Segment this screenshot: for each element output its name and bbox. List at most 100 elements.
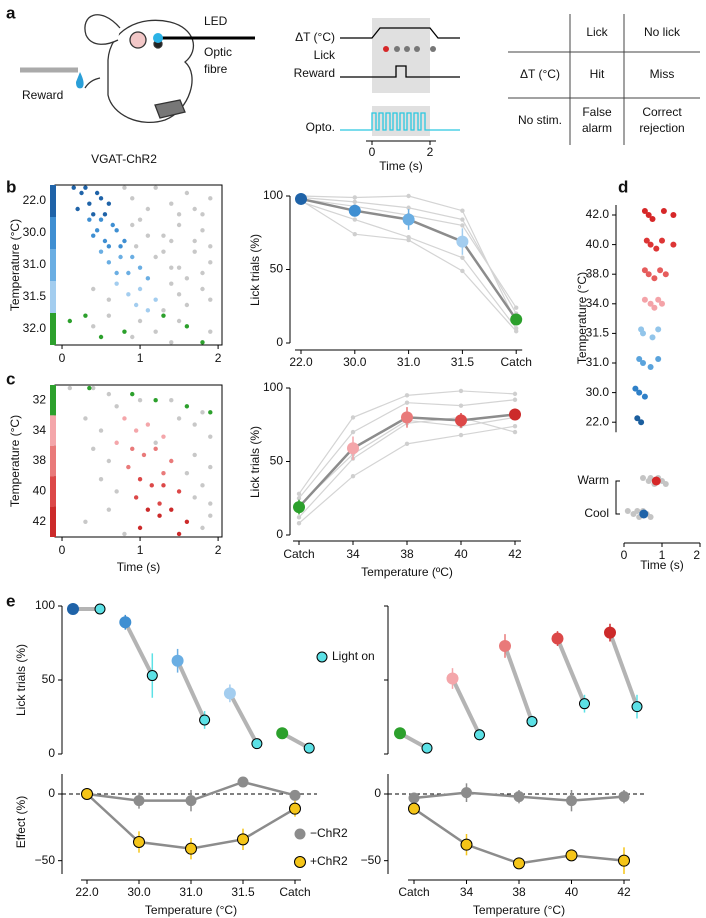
- label: Reward: [294, 66, 335, 80]
- light-on-point: [579, 698, 590, 710]
- lick-dot: [91, 324, 96, 329]
- y-tick-label: 32.0: [23, 321, 47, 335]
- lick-dot: [200, 212, 205, 217]
- x-tick-label: 42: [508, 547, 522, 561]
- individual-point: [512, 424, 518, 429]
- tick-label: 0: [369, 145, 376, 159]
- label: Reward: [22, 88, 63, 102]
- y-axis-label: Effect (%): [14, 796, 28, 848]
- light-off-point: [446, 672, 459, 685]
- lick-dot: [161, 434, 166, 439]
- lick-latency: [670, 241, 677, 248]
- lick-dot: [133, 428, 139, 433]
- x-tick-label: 1: [137, 351, 144, 365]
- lick-dot: [83, 416, 88, 421]
- individual-point: [296, 491, 302, 497]
- x-tick-label: Catch: [501, 355, 532, 369]
- x-tick-label: 2: [693, 548, 700, 562]
- lick-dot: [114, 489, 119, 494]
- y-tick-label: −50: [361, 853, 382, 867]
- lick-dot: [91, 212, 96, 217]
- lick-latency: [647, 300, 654, 307]
- lick-dot: [157, 501, 162, 506]
- mean-point: [402, 213, 415, 226]
- lick-dot: [161, 233, 166, 238]
- y-tick-label: 100: [263, 188, 283, 202]
- lick-dot: [130, 334, 135, 340]
- lick-dot: [208, 513, 213, 518]
- mean-point: [510, 313, 523, 326]
- individual-point: [458, 432, 464, 438]
- pair-link: [555, 637, 587, 705]
- series-point: [513, 791, 525, 803]
- light-on-point: [94, 603, 106, 615]
- series-point: [185, 842, 197, 855]
- lick-dot: [208, 329, 213, 334]
- y-tick-label: 32: [33, 392, 47, 406]
- lick-dot: [94, 190, 100, 196]
- x-tick-label: 40: [565, 885, 579, 899]
- x-tick-label: 34: [460, 885, 474, 899]
- lick-dot: [157, 513, 162, 518]
- lick-latency: [655, 356, 662, 362]
- individual-point: [404, 441, 410, 447]
- lick-latency: [645, 212, 652, 218]
- lick-dot: [169, 340, 174, 345]
- table-row-label: ΔT (°C): [520, 67, 560, 81]
- y-tick-label: 0: [48, 746, 55, 760]
- x-axis-label: Time (s): [117, 560, 161, 574]
- individual-point: [460, 223, 465, 228]
- lick-dot: [176, 531, 182, 537]
- individual-point: [512, 429, 518, 435]
- lick-latency: [651, 275, 658, 282]
- y-axis-label: Lick trials (%): [248, 426, 262, 498]
- lick-dot: [126, 292, 131, 297]
- label: Opto.: [306, 120, 335, 134]
- lick-latency: [657, 267, 664, 274]
- lick-dot: [184, 404, 190, 409]
- stim-window: [372, 106, 430, 136]
- plot-frame: [54, 384, 223, 538]
- lick-dot: [67, 318, 73, 324]
- individual-point: [460, 217, 465, 222]
- y-tick-label: 42: [33, 514, 47, 528]
- label: ΔT (°C): [295, 30, 335, 44]
- lick-dot: [133, 244, 139, 249]
- individual-point: [296, 521, 302, 526]
- lick-dot: [106, 244, 112, 249]
- table-header: Lick: [586, 25, 608, 39]
- mean-point: [347, 442, 359, 455]
- lick-dot: [208, 244, 213, 249]
- lick-dot: [176, 222, 182, 228]
- table-cell: Miss: [650, 67, 675, 81]
- light-off-point: [171, 654, 184, 667]
- lick-dot: [102, 212, 108, 217]
- lick-dot: [169, 458, 174, 464]
- mean-line: [298, 413, 516, 508]
- individual-point: [350, 415, 356, 420]
- y-tick-label: 100: [263, 380, 283, 394]
- panel-label: e: [6, 591, 15, 610]
- lick-dot: [98, 249, 104, 254]
- lick-dot: [130, 391, 135, 397]
- individual-point: [460, 208, 465, 213]
- temperature-trace: [340, 27, 460, 39]
- group-mean: [639, 509, 649, 519]
- lick-dot: [122, 238, 127, 244]
- lick-dot: [137, 477, 143, 482]
- condition-bar: [50, 313, 56, 345]
- y-tick-label: 38.0: [586, 266, 610, 280]
- x-tick-label: 31.0: [179, 885, 203, 899]
- lick-latency: [640, 360, 646, 366]
- mean-point: [456, 235, 469, 248]
- lick-dot: [137, 318, 143, 324]
- series-point: [185, 795, 197, 807]
- lick-dot: [118, 254, 123, 260]
- light-on-point: [631, 701, 643, 713]
- light-on-point: [251, 738, 263, 750]
- lick-dot: [153, 446, 158, 452]
- lick-dot: [208, 196, 213, 201]
- y-axis-label: Temperature (°C): [575, 272, 589, 364]
- lick-dot: [184, 324, 190, 329]
- individual-point: [460, 268, 465, 274]
